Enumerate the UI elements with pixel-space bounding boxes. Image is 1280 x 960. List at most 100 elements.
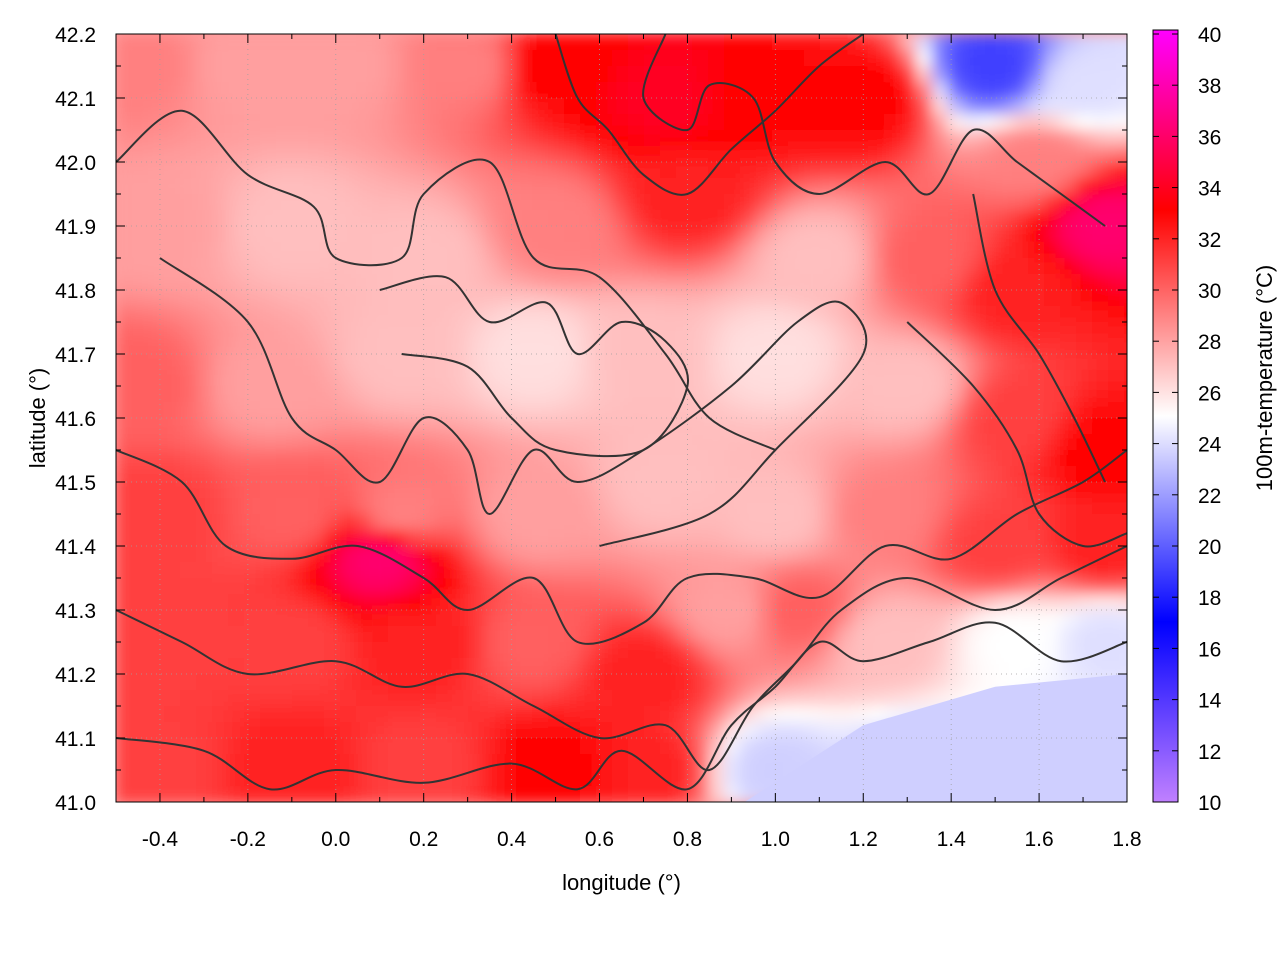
heatmap-cell [532,578,549,595]
contour-line [116,621,1127,791]
heatmap-cell [196,162,213,179]
heatmap-cell [148,418,165,435]
heatmap-cell [260,306,277,323]
heatmap-cell [1076,162,1093,179]
heatmap-cell [180,338,197,355]
heatmap-cell [260,242,277,259]
heatmap-cell [196,754,213,771]
heatmap-cell [660,306,677,323]
heatmap-cell [516,674,533,691]
heatmap-cell [404,738,421,755]
heatmap-cell [804,658,821,675]
heatmap-cell [516,418,533,435]
heatmap-cell [212,354,229,371]
heatmap-cell [836,418,853,435]
heatmap-cell [292,402,309,419]
heatmap-cell [532,530,549,547]
heatmap-cell [276,226,293,243]
heatmap-cell [740,354,757,371]
heatmap-cell [804,434,821,451]
heatmap-cell [1076,610,1093,627]
heatmap-cell [596,50,613,67]
heatmap-cell [340,322,357,339]
heatmap-cell [836,322,853,339]
heatmap-cell [292,274,309,291]
heatmap-cell [1124,562,1127,579]
heatmap-cell [676,770,693,787]
heatmap-cell [308,226,325,243]
heatmap-cell [212,162,229,179]
heatmap-cell [324,402,341,419]
heatmap-cell [1124,178,1127,195]
heatmap-cell [996,434,1013,451]
heatmap-cell [612,754,629,771]
heatmap-cell [980,370,997,387]
heatmap-cell [1060,130,1077,147]
heatmap-cell [580,658,597,675]
heatmap-cell [548,66,565,83]
heatmap-cell [212,738,229,755]
heatmap-cell [420,546,437,563]
heatmap-cell [276,370,293,387]
heatmap-cell [724,98,741,115]
heatmap-cell [244,610,261,627]
heatmap-cell [356,514,373,531]
heatmap-cell [964,482,981,499]
heatmap-cell [676,722,693,739]
heatmap-cell [980,514,997,531]
heatmap-cell [548,690,565,707]
heatmap-cell [324,642,341,659]
heatmap-cell [788,258,805,275]
heatmap-cell [388,338,405,355]
heatmap-cell [516,402,533,419]
heatmap-cell [820,498,837,515]
heatmap-cell [724,434,741,451]
heatmap-cell [980,594,997,611]
heatmap-cell [420,386,437,403]
heatmap-cell [996,146,1013,163]
heatmap-cell [932,562,949,579]
heatmap-cell [420,50,437,67]
heatmap-cell [948,370,965,387]
heatmap-cell [852,114,869,131]
heatmap-cell [660,290,677,307]
heatmap-cell [1044,386,1061,403]
heatmap-cell [628,786,645,802]
colorbar-tick-label: 28 [1198,331,1221,354]
heatmap-cell [1124,594,1127,611]
heatmap-cell [452,130,469,147]
heatmap-cell [740,194,757,211]
heatmap-cell [916,194,933,211]
heatmap-cell [436,290,453,307]
heatmap-cell [340,418,357,435]
heatmap-cell [980,626,997,643]
heatmap-cell [228,722,245,739]
heatmap-cell [132,770,149,787]
heatmap-cell [1108,370,1125,387]
heatmap-cell [532,418,549,435]
heatmap-cell [548,434,565,451]
heatmap-cell [916,34,933,51]
heatmap-cell [900,274,917,291]
heatmap-cell [916,434,933,451]
heatmap-cell [132,306,149,323]
heatmap-cell [820,162,837,179]
heatmap-cell [1012,354,1029,371]
heatmap-cell [452,82,469,99]
heatmap-cell [372,690,389,707]
heatmap-cell [212,514,229,531]
heatmap-cell [980,226,997,243]
heatmap-cell [1092,130,1109,147]
heatmap-cell [388,546,405,563]
heatmap-cell [1092,34,1109,51]
heatmap-cell [1028,546,1045,563]
heatmap-cell [820,82,837,99]
heatmap-cell [980,114,997,131]
heatmap-cell [260,546,277,563]
colorbar-tick-label: 16 [1198,638,1221,661]
heatmap-cell [372,546,389,563]
heatmap-cell [932,642,949,659]
heatmap-cell [228,642,245,659]
heatmap-cell [660,130,677,147]
heatmap-cell [724,354,741,371]
